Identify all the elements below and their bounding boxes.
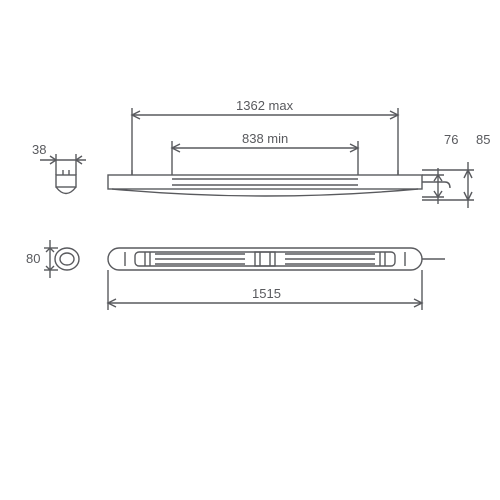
side-profile-top: [56, 170, 76, 194]
dim-line-76: [422, 168, 444, 204]
label-838: 838 min: [242, 131, 288, 146]
drawing-svg: [0, 0, 500, 500]
dim-line-85: [422, 162, 474, 208]
main-fixture-side: [108, 170, 450, 196]
side-profile-mid: [55, 248, 79, 270]
label-1362: 1362 max: [236, 98, 293, 113]
dim-line-838: [172, 141, 358, 175]
label-1515: 1515: [252, 286, 281, 301]
main-fixture-top: [108, 248, 445, 270]
technical-drawing: 1362 max 838 min 38 76 85 80 1515: [0, 0, 500, 500]
label-38: 38: [32, 142, 46, 157]
label-76: 76: [444, 132, 458, 147]
label-80: 80: [26, 251, 40, 266]
label-85: 85: [476, 132, 490, 147]
dim-line-80: [44, 240, 58, 278]
